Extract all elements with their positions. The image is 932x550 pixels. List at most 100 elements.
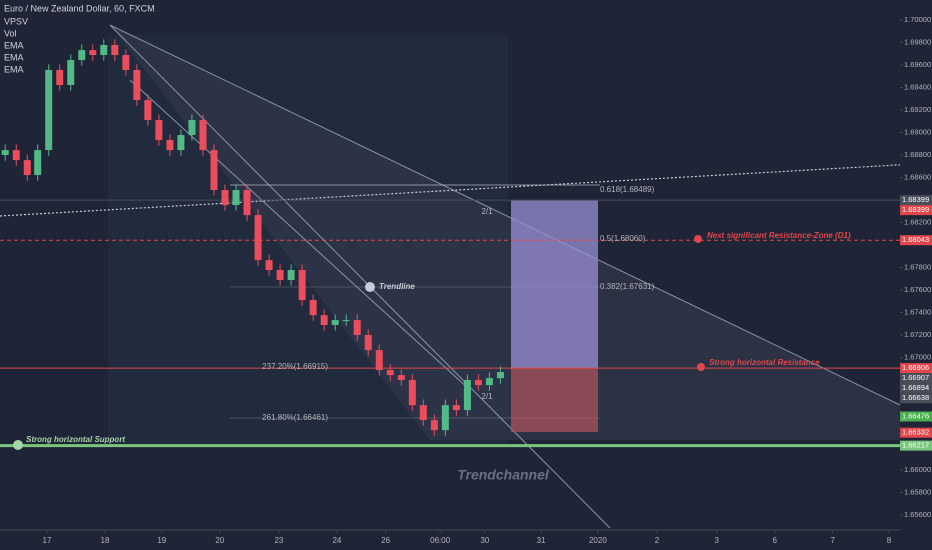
candle-body (485, 378, 493, 386)
indicator: VPSV (4, 16, 28, 26)
x-tick-label: 23 (274, 536, 283, 545)
y-tick-label: 1.68800 (904, 150, 931, 159)
y-tick-label: 1.65600 (904, 510, 931, 519)
y-tick-label: 1.67800 (904, 263, 931, 272)
price-tag (900, 195, 932, 206)
target-zone (511, 200, 598, 368)
ratio-label: 2/1 (481, 207, 493, 216)
candle-body (34, 150, 42, 176)
trend-line-upper (109, 24, 901, 406)
wedge-area (110, 25, 900, 440)
annotation-dot (694, 235, 702, 243)
candle-body (243, 190, 251, 216)
x-tick-label: 24 (332, 536, 341, 545)
candle-body (408, 380, 416, 406)
price-tag (900, 235, 932, 246)
x-tick-label: 7 (831, 536, 836, 545)
candle-body (298, 270, 306, 301)
candle-body (221, 190, 229, 206)
y-tick-label: 1.69200 (904, 105, 931, 114)
y-tick-label: 1.67200 (904, 330, 931, 339)
price-tag-label: 1.66907 (902, 373, 929, 382)
x-tick-label: 6 (773, 536, 778, 545)
candle-body (287, 270, 295, 281)
candle-body (111, 45, 119, 56)
indicator: EMA (4, 64, 24, 74)
y-tick-label: 1.70000 (904, 15, 931, 24)
price-tag (900, 205, 932, 216)
candle-body (232, 190, 240, 206)
candle-body (452, 405, 460, 411)
annotation-dot (13, 440, 23, 450)
y-tick-label: 1.67400 (904, 308, 931, 317)
annotation: Strong horizontal Resistance (709, 358, 820, 367)
x-tick-label: 3 (715, 536, 720, 545)
x-tick-label: 2020 (589, 536, 607, 545)
candle-body (320, 315, 328, 326)
axis-layer: 1.70000 1.69800 1.69600 1.69400 1.69200 1.690… (43, 15, 932, 545)
price-tag-label: 1.66894 (902, 383, 929, 392)
price-tag (900, 393, 932, 404)
candle-body (78, 50, 86, 61)
candle-body (210, 150, 218, 191)
annotation: Trendchannel (457, 467, 550, 483)
stop-zone (511, 368, 598, 432)
candle-body (199, 120, 207, 151)
price-tag-label: 1.68399 (902, 205, 929, 214)
candle-body (122, 55, 130, 70)
candle-body (496, 372, 504, 379)
candle-body (397, 375, 405, 381)
ratio-label: 2/1 (481, 392, 493, 401)
price-tag-label: 1.66638 (902, 393, 929, 402)
price-tag-label: 1.66906 (902, 363, 929, 372)
annotation: Next significant Resistance-Zone (D1) (707, 231, 851, 240)
price-tag-label: 1.68399 (902, 195, 929, 204)
candle-body (144, 100, 152, 121)
x-tick-label: 17 (43, 536, 52, 545)
price-tag (900, 373, 932, 384)
price-tag (900, 411, 932, 422)
y-tick-label: 1.68600 (904, 173, 931, 182)
x-tick-label: 06:00 (430, 536, 451, 545)
x-tick-label: 8 (887, 536, 892, 545)
y-tick-label: 1.67000 (904, 353, 931, 362)
y-tick-label: 1.69600 (904, 60, 931, 69)
candle-body (342, 320, 350, 322)
candle-body (166, 140, 174, 151)
candle-body (276, 270, 284, 281)
candle-body (331, 320, 339, 326)
candle-body (56, 69, 64, 86)
price-tag-label: 1.66476 (902, 411, 929, 420)
candle-body (375, 350, 383, 371)
candle-body (419, 405, 427, 421)
price-axis (900, 0, 932, 550)
candle-body (1, 150, 9, 156)
candle-body (441, 405, 449, 431)
candle-body (463, 380, 471, 411)
dotted-trendline (0, 162, 932, 217)
x-tick-label: 20 (215, 536, 224, 545)
candle-body (309, 300, 317, 316)
candle-body (12, 150, 20, 161)
candle-body (89, 50, 97, 56)
fib-label: 261.80%(1.66461) (262, 413, 328, 422)
indicator: EMA (4, 52, 24, 62)
indicator: Vol (4, 28, 17, 38)
candle-body (430, 420, 438, 431)
candle-body (45, 69, 53, 151)
price-tag-label: 1.66217 (902, 441, 929, 450)
price-tag-label: 1.68043 (902, 235, 929, 244)
price-tag (900, 363, 932, 374)
candle-body (155, 120, 163, 141)
candle-body (188, 120, 196, 136)
price-tag (900, 440, 932, 451)
y-tick-label: 1.65800 (904, 488, 931, 497)
y-tick-label: 1.68200 (904, 218, 931, 227)
x-tick-label: 26 (381, 536, 390, 545)
annotation-dot (365, 282, 375, 292)
price-tag-label: 1.66332 (902, 428, 929, 437)
candle-body (67, 60, 75, 86)
fib-label: 237.20%(1.66915) (262, 362, 328, 371)
